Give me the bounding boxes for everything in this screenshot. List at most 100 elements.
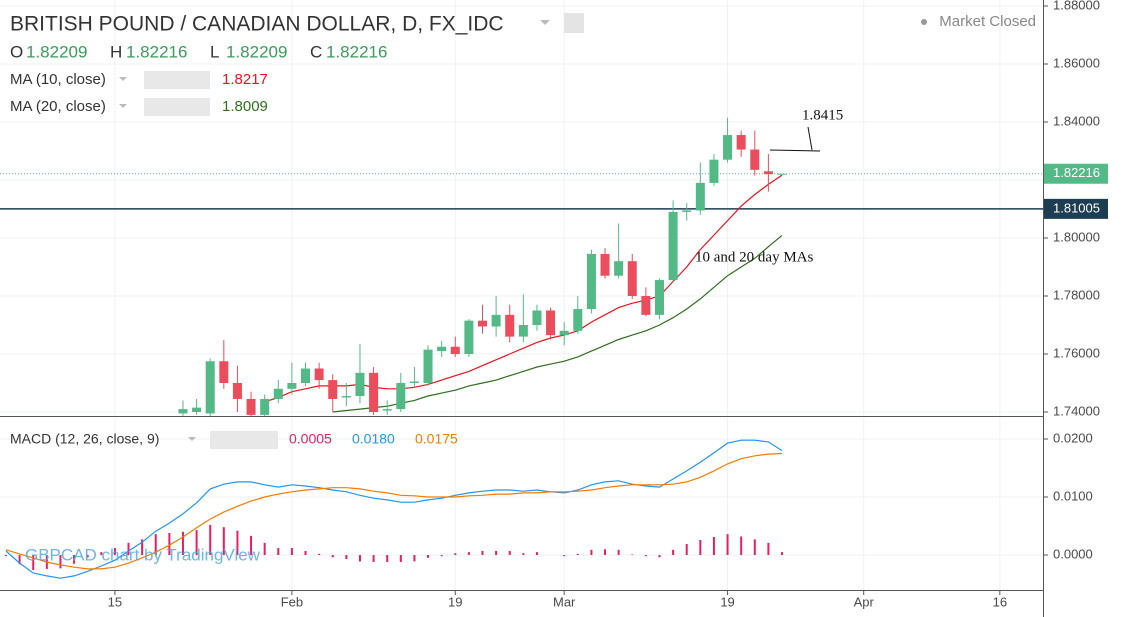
candle-body [777,173,787,175]
y-tick-label: 0.0000 [1053,546,1093,561]
y-tick-label: 1.86000 [1053,55,1100,70]
candle-body [477,320,487,327]
candle-body [328,380,338,399]
candle-body [450,346,460,354]
market-status: Market Closed [939,13,1036,30]
candle-body [518,324,528,337]
candle-body [546,310,556,336]
annotation: 1.8415 [802,107,843,123]
watermark: GBPCAD chart by TradingView [25,545,261,564]
axes: 15 Feb 19 Mar 19 Apr 16 1.88000 1.86000 1.84000 1.… [108,0,1108,609]
dropdown-icon[interactable] [119,104,127,108]
ohlc-value: 1.82209 [26,42,87,61]
status-dot [921,19,927,25]
y-tick-label: 1.88000 [1053,0,1100,12]
dropdown-icon[interactable] [119,77,127,81]
study-icons[interactable] [210,431,278,449]
candle-body [654,280,664,315]
candle-body [314,368,324,381]
ohlc-value: 1.82216 [126,42,187,61]
x-tick-label: Feb [281,594,303,609]
ohlc-letter: H [110,42,122,61]
candle-body [287,382,297,389]
candle-body [369,372,379,412]
candle-body [614,261,624,276]
study-icons[interactable] [144,71,210,89]
eye-icon[interactable] [564,13,584,33]
ma-line [264,174,783,403]
y-tick-label: 1.84000 [1053,113,1100,128]
chart-title: BRITISH POUND / CANADIAN DOLLAR, D, FX_I… [10,13,504,36]
macd-line [5,439,783,579]
candle-body [682,210,692,212]
candle-body [532,310,542,325]
macd-pane [4,439,784,579]
price-label: 1.81005 [1053,200,1100,215]
annotation: 10 and 20 day MAs [695,249,813,265]
dropdown-icon[interactable] [540,20,550,25]
candle-body [260,398,270,415]
x-tick-label: 19 [448,594,462,609]
price-grid [0,0,1043,416]
legend-entry: MACD (12, 26, close, 9) [10,431,159,447]
candle-body [232,382,242,399]
ohlc-letter: C [310,42,322,61]
ohlc-letter: L [210,42,219,61]
candle-body [559,330,569,336]
macd-grid [0,418,1043,590]
candle-body [668,211,678,281]
candle-body [178,409,188,414]
ohlc-value: 1.82216 [326,42,387,61]
candle-body [246,398,256,415]
legend-entry: MA (10, close) [10,71,106,88]
candle-body [219,361,229,383]
candle-body [641,295,651,315]
ohlc-letter: O [10,42,23,61]
candle-body [355,372,365,397]
x-tick-label: 16 [993,594,1007,609]
x-tick-label: Mar [553,594,576,609]
y-tick-label: 1.78000 [1053,287,1100,302]
study-icons[interactable] [144,98,210,116]
y-tick-label: 0.0100 [1053,488,1093,503]
price-label-box [1044,163,1108,184]
candle-body [586,253,596,310]
x-tick-label: Apr [854,594,875,609]
y-tick-label: 0.0200 [1053,430,1093,445]
ma-line [332,234,783,413]
candle-body [423,349,433,383]
legend-value: 0.0180 [352,431,395,447]
price-pane [0,117,1043,416]
price-label: 1.82216 [1053,165,1100,180]
legend-entry: MA (20, close) [10,98,106,115]
legend-value: 0.0005 [289,431,332,447]
candle-body [192,407,202,412]
candle-body [464,320,474,354]
y-tick-label: 1.76000 [1053,345,1100,360]
legend-value: 1.8009 [222,98,268,115]
y-tick-label: 1.80000 [1053,229,1100,244]
candle-body [437,346,447,352]
candle-body [763,171,773,175]
dropdown-icon[interactable] [188,437,196,441]
callout-line [769,126,821,152]
candle-body [505,314,515,337]
candle-body [205,361,215,414]
price-label-box [1044,198,1108,219]
candle-body [627,261,637,296]
candle-body [273,388,283,399]
x-tick-label: 19 [720,594,734,609]
candle-body [736,135,746,150]
candle-body [396,382,406,410]
candle-body [409,381,419,383]
candle-body [491,314,501,327]
candle-body [723,135,733,160]
y-tick-label: 1.74000 [1053,403,1100,418]
candle-body [382,409,392,411]
candle-body [600,253,610,276]
candle-body [709,159,719,183]
candle-body [695,182,705,211]
candle-body [750,149,760,170]
